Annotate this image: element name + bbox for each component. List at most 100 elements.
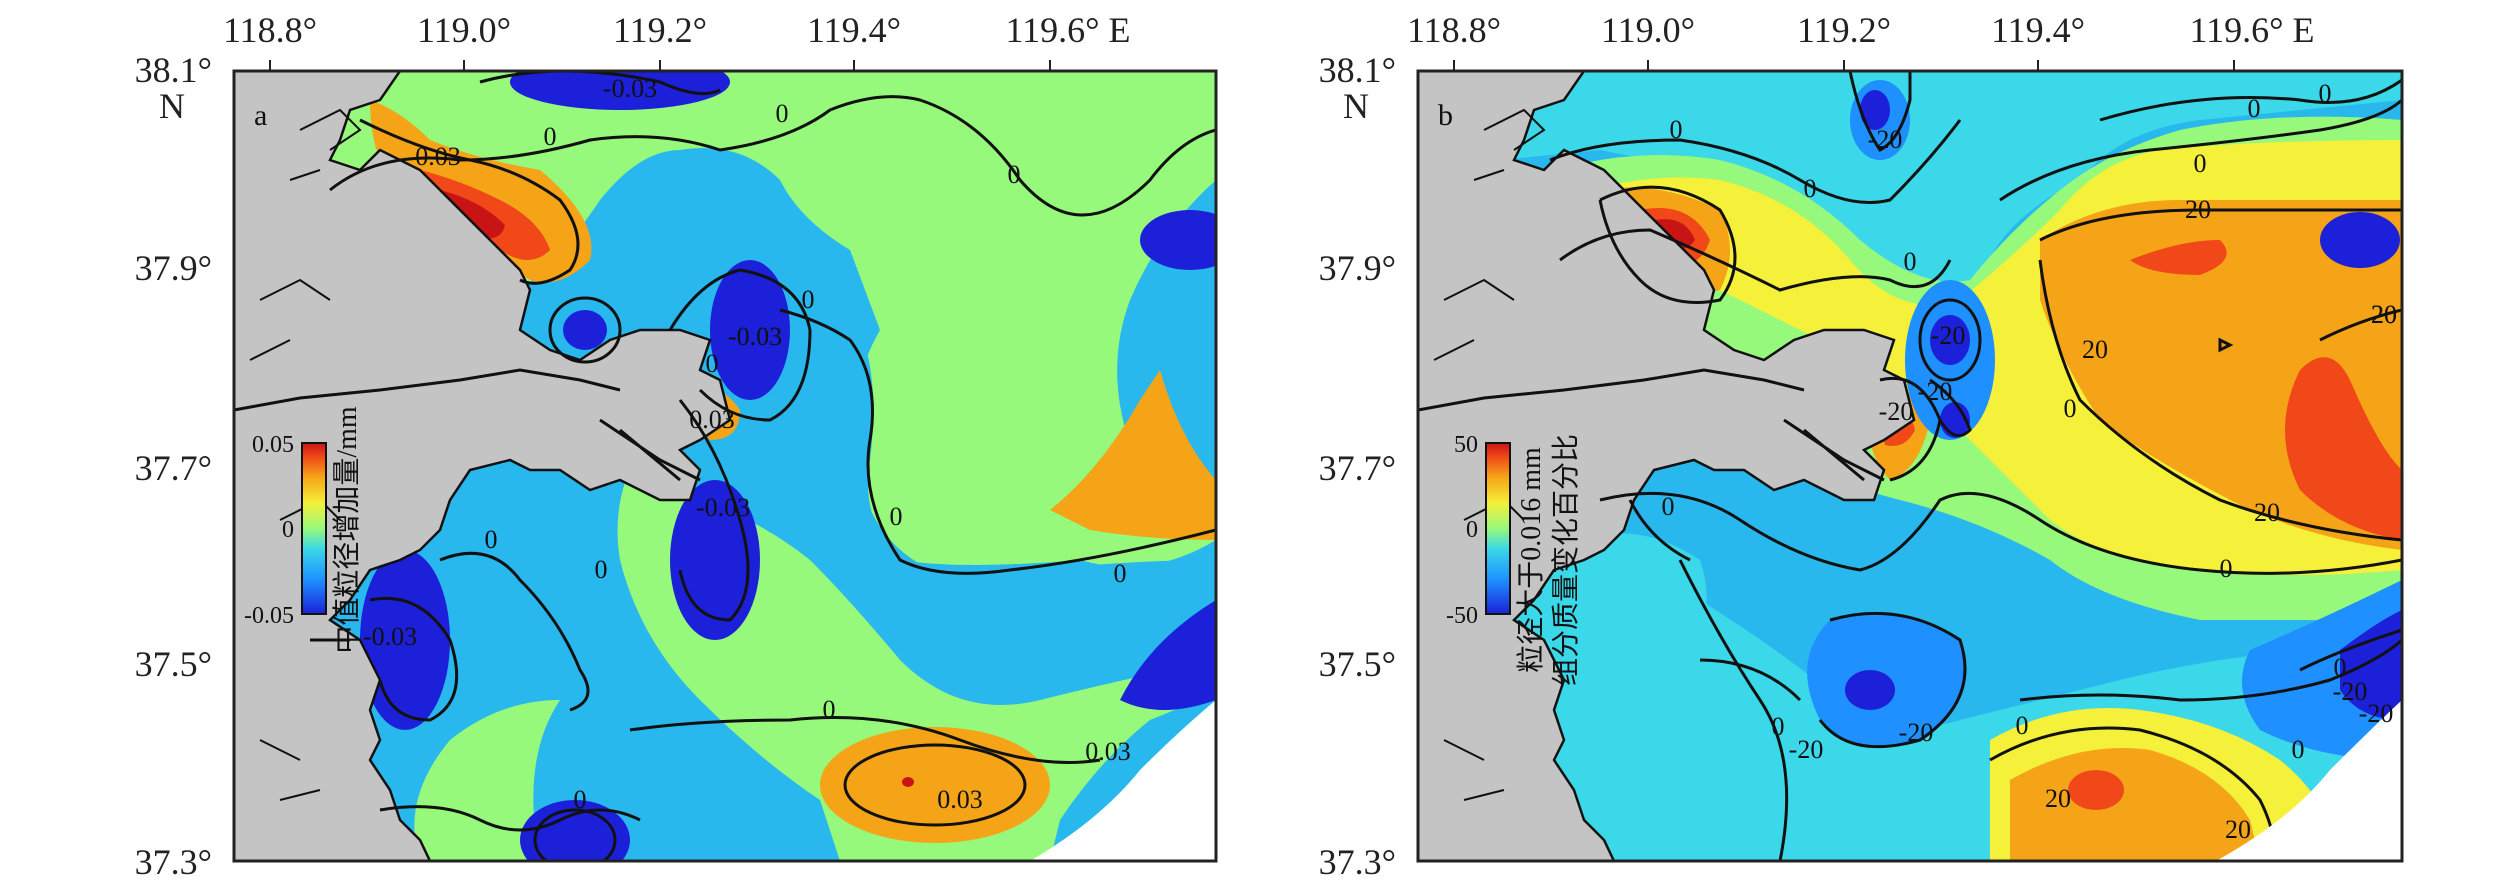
panel-a-clabel: 0 bbox=[706, 349, 719, 378]
panel-a-clabel: 0.03 bbox=[689, 405, 735, 434]
panel-a-clabel: 0 bbox=[823, 695, 836, 724]
panel-a-clabel: 0.03 bbox=[1085, 737, 1131, 766]
panel-a-orange-e bbox=[1050, 370, 1216, 540]
panel-b-xtick-2: 119.2° bbox=[1797, 10, 1891, 50]
panel-a-xtick-1: 119.0° bbox=[417, 10, 511, 50]
panel-b-nodata bbox=[2216, 700, 2402, 861]
panel-a-deepblue-nw bbox=[510, 71, 730, 110]
panel-b-clabel: 20 bbox=[2045, 784, 2071, 813]
panel-b-clabel: 0 bbox=[2016, 711, 2029, 740]
panel-b-deepblue-sw bbox=[1845, 670, 1895, 710]
panel-a-colorbar-label: 中值粒径增加量/mm bbox=[331, 406, 363, 654]
panel-b-deepblue-ne bbox=[2320, 212, 2400, 268]
panel-b-blue-se bbox=[2242, 580, 2402, 760]
panel-b-xtick-4: 119.6° E bbox=[2189, 10, 2314, 50]
panel-a-clabel: -0.03 bbox=[696, 493, 750, 522]
panel-a-green-band bbox=[414, 700, 560, 861]
panel-a-clabel: 0 bbox=[890, 502, 903, 531]
panel-a-embankment bbox=[234, 368, 701, 642]
panel-a-orange-se bbox=[820, 727, 1050, 843]
panel-b-xtick-0: 118.8° bbox=[1407, 10, 1501, 50]
panel-a-colorbar: 0.05 0 -0.05 中值粒径增加量/mm bbox=[244, 406, 363, 654]
panel-b-embankment bbox=[1418, 368, 1885, 482]
panel-a-colorbar-gradient bbox=[301, 442, 327, 615]
panel-b-clabel: 20 bbox=[2185, 195, 2211, 224]
panel-b-deepblue-se bbox=[2340, 610, 2402, 720]
panel-b-deepblue-center bbox=[1930, 315, 1970, 365]
panel-b-orange-se bbox=[2010, 748, 2260, 861]
panel-b-clabel: -20 bbox=[1868, 125, 1903, 154]
panel-a-deepblue-small bbox=[563, 310, 607, 350]
panel-b-yunit: N bbox=[1343, 86, 1369, 126]
panel-b-clabel: -20 bbox=[1931, 321, 1966, 350]
panel-a-ytick-1: 37.9° bbox=[135, 248, 212, 288]
panel-a-clabel: 0 bbox=[595, 555, 608, 584]
panel-a-xaxis: 118.8° 119.0° 119.2° 119.4° 119.6° E bbox=[223, 10, 1131, 71]
panel-b-clabel: 20 bbox=[2254, 498, 2280, 527]
panel-a-clabel: 0.03 bbox=[937, 785, 983, 814]
panel-a-clabel: 0 bbox=[485, 525, 498, 554]
panel-a-green-lower bbox=[617, 450, 1216, 861]
panel-b-clabel: -20 bbox=[1879, 397, 1914, 426]
panel-b-ytick-2: 37.7° bbox=[1319, 448, 1396, 488]
panel-a-deepblue-s bbox=[520, 800, 630, 861]
panel-a-xtick-4: 119.6° E bbox=[1005, 10, 1130, 50]
panel-a-blue-basin bbox=[640, 330, 1216, 682]
panel-a-clabel: -0.03 bbox=[728, 322, 782, 351]
panel-a-clabel: 0.03 bbox=[415, 142, 461, 171]
panel-b-ytick-0: 38.1° bbox=[1319, 50, 1396, 90]
panel-b-ytick-1: 37.9° bbox=[1319, 248, 1396, 288]
panel-b-clabel: 0 bbox=[1772, 712, 1785, 741]
panel-b-colorbar-gradient bbox=[1485, 442, 1511, 615]
panel-b-clabel: 20 bbox=[2371, 300, 2397, 329]
panel-b-cb-tick-min: -50 bbox=[1446, 603, 1478, 629]
panel-b-red-se bbox=[2068, 770, 2124, 810]
panel-b-contours bbox=[1549, 71, 2402, 861]
panel-a-deepblue-center bbox=[710, 260, 790, 400]
panel-a-ytick-0: 38.1° bbox=[135, 50, 212, 90]
panel-b-clabel: 0 bbox=[1670, 115, 1683, 144]
panel-b-cb-tick-max: 50 bbox=[1454, 432, 1478, 458]
panel-b-clabel: -20 bbox=[1918, 377, 1953, 406]
panel-a-clabel: 0 bbox=[776, 99, 789, 128]
panel-b-ytick-4: 37.3° bbox=[1319, 842, 1396, 882]
panel-b-clabel: 0 bbox=[2220, 554, 2233, 583]
panel-a-xtick-3: 119.4° bbox=[807, 10, 901, 50]
panel-a-darkred-nw bbox=[440, 190, 505, 239]
panel-b-clabel: 0 bbox=[1804, 174, 1817, 203]
panel-b-deepblue-north bbox=[1860, 90, 1890, 130]
panel-b-clabel: 0 bbox=[2064, 394, 2077, 423]
panel-a-clabel: -0.03 bbox=[363, 622, 417, 651]
panel-a-clabel: 0 bbox=[1114, 559, 1127, 588]
panel-b-clabel: -20 bbox=[1789, 735, 1824, 764]
panel-a-nodata bbox=[1030, 700, 1216, 861]
panel-a-clabel: 0 bbox=[1008, 160, 1021, 189]
panel-b-xaxis: 118.8° 119.0° 119.2° 119.4° 119.6° E bbox=[1407, 10, 2315, 71]
panel-a-contours bbox=[329, 71, 1216, 861]
panel-b-clabel: -20 bbox=[1899, 718, 1934, 747]
panel-a-deepblue-e bbox=[1120, 600, 1216, 710]
panel-b-xtick-1: 119.0° bbox=[1601, 10, 1695, 50]
panel-b-clabel: 20 bbox=[2082, 335, 2108, 364]
panel-a-clabel: 0 bbox=[574, 785, 587, 814]
panel-a-cb-tick-zero: 0 bbox=[282, 517, 294, 543]
panel-a-xtick-0: 118.8° bbox=[223, 10, 317, 50]
panel-a-frame bbox=[232, 69, 1218, 863]
panel-a-land bbox=[234, 71, 732, 861]
panel-b-clabel: -20 bbox=[2359, 699, 2394, 728]
panel-b-colorbar-label-2: 组分质量变化百分比 bbox=[1550, 434, 1582, 686]
panel-a-clabel: -0.03 bbox=[603, 74, 657, 103]
panel-a-cb-tick-max: 0.05 bbox=[252, 432, 294, 458]
panel-b-colorbar-label-1: 粒径大于0.016 mm bbox=[1515, 447, 1547, 673]
panel-b-cyan-left bbox=[1580, 533, 1707, 667]
panel-b-clabel: 0 bbox=[1904, 247, 1917, 276]
panel-a-map bbox=[234, 71, 1216, 861]
panel-a-yaxis: 38.1° N 37.9° 37.7° 37.5° 37.3° bbox=[135, 50, 212, 882]
panel-a-xtick-2: 119.2° bbox=[613, 10, 707, 50]
panel-b-clabel: 0 bbox=[1662, 492, 1675, 521]
panel-a-clabel: 0 bbox=[802, 285, 815, 314]
panel-b-clabel: 0 bbox=[2319, 79, 2332, 108]
panel-b-clabel: 0 bbox=[2248, 94, 2261, 123]
panel-a-contour-labels: -0.03 0 0 0 0.03 0 -0.03 0 0.03 0 -0.03 … bbox=[363, 74, 1131, 814]
panel-a-clabel: 0 bbox=[544, 122, 557, 151]
